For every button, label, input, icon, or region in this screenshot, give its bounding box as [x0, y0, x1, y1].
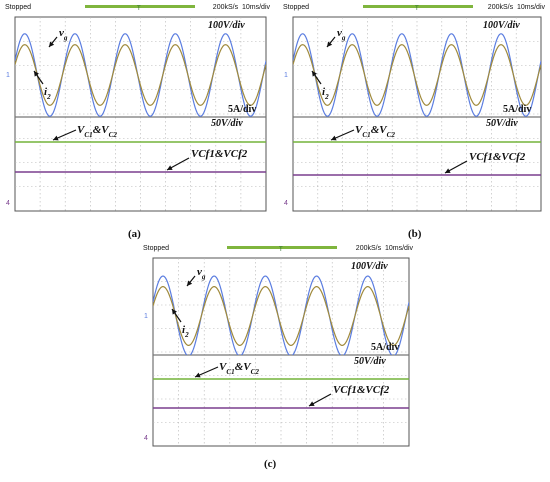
arrow-vc-icon — [194, 366, 219, 378]
scale-current: 5A/div — [228, 104, 256, 115]
arrow-vcf-icon — [166, 157, 190, 171]
trigger-bar — [227, 246, 337, 249]
caption-c: (c) — [264, 458, 277, 470]
label-vc: VC1&VC2 — [77, 124, 117, 139]
arrow-vc-icon — [330, 129, 355, 141]
arrow-vg-icon — [186, 275, 196, 287]
scope-screen: 1 4 vg i2 100V/div 5A/div 50V/div VC1&VC2 VCf1&V… — [284, 16, 542, 212]
label-vc: VC1&VC2 — [219, 361, 259, 376]
arrow-i2-icon — [171, 308, 182, 323]
arrow-vc-icon — [52, 129, 77, 141]
arrow-vg-icon — [326, 36, 336, 48]
timebase: 10ms/div — [241, 4, 270, 11]
label-vc: VC1&VC2 — [355, 124, 395, 139]
label-vcf: VCf1&VCf2 — [333, 384, 390, 396]
trace-i2 — [15, 44, 266, 106]
trace-vg — [153, 275, 409, 355]
scale-cap: 50V/div — [354, 356, 386, 367]
scale-cap: 50V/div — [486, 118, 518, 129]
label-i2: i2 — [182, 324, 189, 339]
scale-current: 5A/div — [503, 104, 531, 115]
label-vg: vg — [337, 27, 346, 42]
trace-i2 — [293, 44, 541, 106]
sample-rate: 200kS/s — [487, 4, 514, 11]
trigger-marker-icon: T — [415, 6, 419, 12]
arrow-vg-icon — [48, 36, 58, 48]
arrow-i2-icon — [311, 70, 322, 85]
channel-marker-icon: 1 — [144, 313, 148, 320]
scope-panel-b: Stopped T 200kS/s 10ms/div 1 4 vg i2 100V/di… — [283, 3, 545, 215]
label-vg: vg — [197, 266, 206, 281]
acquisition-info: 200kS/s 10ms/div — [356, 245, 413, 252]
label-i2: i2 — [44, 86, 51, 101]
trace-i2 — [153, 286, 409, 346]
trigger-bar — [363, 5, 473, 8]
scope-header: Stopped T 200kS/s 10ms/div — [5, 3, 270, 15]
label-vg: vg — [59, 27, 68, 42]
scale-voltage: 100V/div — [208, 20, 245, 31]
scale-voltage: 100V/div — [351, 261, 388, 272]
scope-header: Stopped T 200kS/s 10ms/div — [143, 244, 413, 256]
label-i2: i2 — [322, 86, 329, 101]
channel-marker-icon: 4 — [6, 200, 10, 207]
acquisition-info: 200kS/s 10ms/div — [488, 4, 545, 11]
label-vcf: VCf1&VCf2 — [191, 148, 248, 160]
channel-marker-icon: 4 — [284, 200, 288, 207]
sample-rate: 200kS/s — [212, 4, 239, 11]
timebase: 10ms/div — [516, 4, 545, 11]
acquisition-info: 200kS/s 10ms/div — [213, 4, 270, 11]
trigger-marker-icon: T — [137, 6, 141, 12]
arrow-vcf-icon — [308, 393, 332, 407]
scale-current: 5A/div — [371, 342, 399, 353]
channel-marker-icon: 1 — [284, 72, 288, 79]
trigger-marker-icon: T — [279, 247, 283, 253]
label-vcf: VCf1&VCf2 — [469, 151, 526, 163]
scope-header: Stopped T 200kS/s 10ms/div — [283, 3, 545, 15]
caption-a: (a) — [128, 228, 141, 240]
arrow-vcf-icon — [444, 160, 468, 174]
channel-marker-icon: 1 — [6, 72, 10, 79]
scale-voltage: 100V/div — [483, 20, 520, 31]
scope-panel-c: Stopped T 200kS/s 10ms/div 1 4 vg i2 100V/di… — [143, 244, 413, 450]
trace-vg — [293, 33, 541, 117]
arrow-i2-icon — [33, 70, 44, 85]
scope-screen: 1 4 vg i2 100V/div 5A/div 50V/div VC1&VC2 VCf1&V… — [144, 257, 410, 447]
trigger-bar — [85, 5, 195, 8]
channel-marker-icon: 4 — [144, 435, 148, 442]
sample-rate: 200kS/s — [355, 245, 382, 252]
scope-panel-a: Stopped T 200kS/s 10ms/div 1 4 vg i2 100V/di… — [5, 3, 270, 215]
timebase: 10ms/div — [384, 245, 413, 252]
trace-vg — [15, 33, 266, 117]
scope-screen: 1 4 vg i2 100V/div 5A/div 50V/div VC1&VC2 VCf1&V… — [6, 16, 267, 212]
status-label: Stopped — [5, 4, 32, 11]
status-label: Stopped — [143, 245, 170, 252]
caption-b: (b) — [408, 228, 422, 240]
status-label: Stopped — [283, 4, 310, 11]
scale-cap: 50V/div — [211, 118, 243, 129]
